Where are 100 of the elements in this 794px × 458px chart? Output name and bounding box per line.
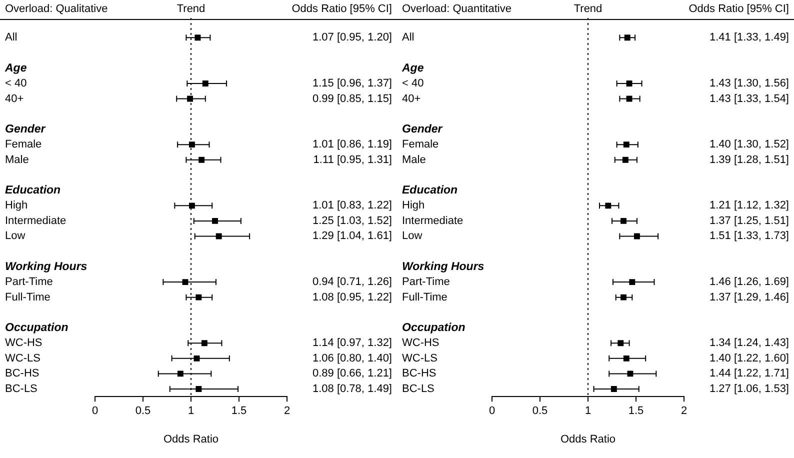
point — [627, 370, 634, 377]
data-label: 1.43 [1.30, 1.56] — [709, 77, 789, 90]
y-tick-label: Occupation — [402, 322, 466, 334]
data-label: 1.15 [0.96, 1.37] — [312, 77, 392, 90]
y-tick-label: Working Hours — [5, 260, 88, 273]
x-axis-title: Odds Ratio — [560, 433, 616, 446]
y-tick-label: Education — [402, 184, 458, 197]
point — [605, 202, 612, 209]
data-label: 1.37 [1.29, 1.46] — [709, 291, 789, 304]
ref-line-label: Trend — [574, 3, 602, 16]
y-tick-label: Female — [402, 138, 439, 151]
y-tick-label: Occupation — [5, 322, 68, 334]
data-label: 1.06 [0.80, 1.40] — [312, 352, 392, 364]
y-tick-label: BC-HS — [5, 368, 40, 380]
y-tick-label: Gender — [402, 123, 443, 136]
data-label: 1.44 [1.22, 1.71] — [709, 368, 789, 380]
chart-title: Overload: Qualitative — [5, 3, 108, 16]
data-label: 0.89 [0.66, 1.21] — [312, 368, 392, 380]
x-tick-label: 0 — [92, 405, 98, 418]
point — [182, 279, 188, 286]
y-tick-label: Age — [4, 62, 28, 74]
y-tick-label: WC-HS — [5, 337, 42, 350]
data-label: 1.40 [1.22, 1.60] — [709, 352, 789, 364]
data-label: 1.46 [1.26, 1.69] — [709, 276, 789, 288]
point — [216, 233, 222, 240]
data-label: 0.94 [0.71, 1.26] — [312, 276, 392, 288]
point — [202, 80, 208, 86]
data-label: 1.11 [0.95, 1.31] — [313, 154, 392, 166]
y-tick-label: Working Hours — [402, 260, 484, 273]
x-tick-label: 2 — [284, 405, 290, 418]
y-tick-label: BC-HS — [402, 368, 436, 380]
data-label: 1.25 [1.03, 1.52] — [312, 214, 392, 227]
data-label: 1.29 [1.04, 1.61] — [312, 230, 392, 242]
point — [188, 202, 195, 209]
y-tick-label: Male — [5, 154, 29, 166]
data-label: 1.34 [1.24, 1.43] — [709, 337, 789, 350]
y-tick-label: Part-Time — [402, 276, 450, 288]
point — [610, 386, 617, 392]
data-label: 1.08 [0.95, 1.22] — [312, 291, 392, 304]
text: Odds Ratio [95% CI] — [292, 3, 392, 16]
point — [629, 279, 636, 286]
x-tick-label: 1 — [584, 405, 592, 418]
point — [177, 370, 184, 377]
data-label: 1.07 [0.95, 1.20] — [312, 32, 392, 44]
y-tick-label: Age — [401, 62, 424, 74]
chart-title: Overload: Quantitative — [402, 3, 512, 16]
point — [194, 355, 200, 362]
y-tick-label: 40+ — [402, 92, 421, 105]
y-tick-label: BC-LS — [402, 382, 434, 395]
y-tick-label: Gender — [5, 123, 46, 136]
y-tick-label: WC-LS — [402, 352, 438, 364]
y-tick-label: Low — [402, 230, 422, 242]
x-tick-label: 0 — [488, 405, 496, 418]
y-tick-label: Male — [402, 154, 426, 166]
y-tick-label: WC-HS — [402, 337, 440, 350]
point — [187, 96, 194, 102]
y-tick-label: Intermediate — [402, 214, 464, 227]
x-tick-label: 1.5 — [628, 405, 644, 418]
data-label: 1.39 [1.28, 1.51] — [709, 154, 789, 166]
point — [198, 156, 205, 163]
point — [620, 218, 626, 224]
y-tick-label: All — [402, 32, 414, 44]
y-tick-label: Part-Time — [5, 276, 53, 288]
y-tick-label: < 40 — [5, 77, 27, 90]
data-label: 1.41 [1.33, 1.49] — [709, 32, 789, 44]
y-tick-label: 40+ — [5, 92, 24, 105]
x-axis-title: Odds Ratio — [163, 433, 219, 446]
y-tick-label: BC-LS — [5, 382, 38, 395]
text: Odds Ratio [95% CI] — [688, 3, 789, 16]
data-label: 1.01 [0.86, 1.19] — [312, 138, 392, 151]
y-tick-label: Full-Time — [5, 291, 50, 304]
data-label: 1.21 [1.12, 1.32] — [709, 200, 789, 212]
point — [196, 294, 202, 300]
y-tick-label: WC-LS — [5, 352, 40, 364]
point — [626, 80, 632, 86]
y-tick-label: Intermediate — [5, 214, 66, 227]
y-tick-label: Low — [5, 230, 26, 242]
data-label: 1.14 [0.97, 1.32] — [312, 337, 392, 350]
point — [196, 386, 202, 392]
ref-line-label: Trend — [176, 3, 206, 16]
point — [634, 233, 640, 240]
data-label: 1.27 [1.06, 1.53] — [709, 382, 789, 395]
y-tick-label: High — [402, 200, 425, 212]
x-tick-label: 1.5 — [231, 405, 247, 418]
y-tick-label: All — [5, 32, 18, 44]
x-tick-label: 0.5 — [135, 405, 151, 418]
y-tick-label: Female — [5, 138, 42, 151]
point — [626, 96, 632, 102]
y-tick-label: Education — [5, 184, 61, 197]
y-tick-label: Full-Time — [402, 291, 448, 304]
data-label: 1.51 [1.33, 1.73] — [709, 230, 789, 242]
point — [201, 340, 208, 346]
data-label: 1.40 [1.30, 1.52] — [709, 138, 789, 151]
data-label: 1.43 [1.33, 1.54] — [709, 92, 789, 105]
point — [623, 142, 630, 148]
point — [623, 355, 630, 362]
y-tick-label: < 40 — [402, 77, 424, 90]
data-label: 1.37 [1.25, 1.51] — [709, 214, 789, 227]
point — [622, 156, 628, 163]
x-tick-label: 0.5 — [532, 405, 548, 418]
